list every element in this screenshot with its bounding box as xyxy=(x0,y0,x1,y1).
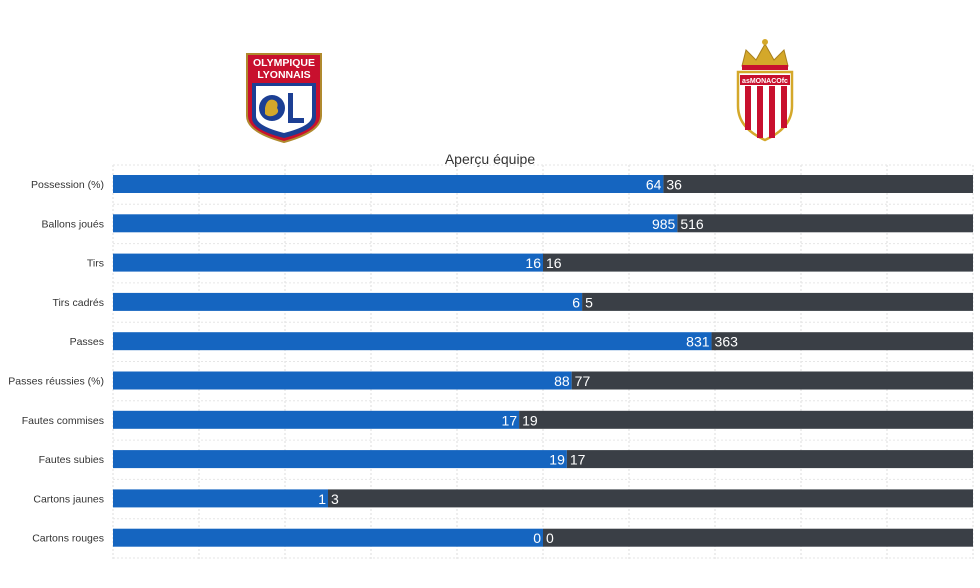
category-label: Cartons jaunes xyxy=(33,493,104,505)
bar-home xyxy=(113,528,543,547)
value-label-home: 17 xyxy=(502,412,518,428)
value-label-home: 16 xyxy=(525,255,541,271)
bar-away xyxy=(571,371,973,390)
bar-home xyxy=(113,214,678,233)
bar-home xyxy=(113,332,712,351)
bar-away xyxy=(677,214,973,233)
category-label: Fautes subies xyxy=(39,454,104,466)
value-label-away: 16 xyxy=(546,255,562,271)
as-monaco-logo: asMONACOfc xyxy=(736,39,794,142)
value-label-home: 88 xyxy=(554,373,570,389)
bar-home xyxy=(113,371,572,390)
value-label-home: 0 xyxy=(533,530,541,546)
value-label-home: 831 xyxy=(686,334,710,350)
value-label-home: 1 xyxy=(318,491,326,507)
value-label-home: 64 xyxy=(646,177,662,193)
bar-home xyxy=(113,253,543,272)
bar-away xyxy=(711,332,973,351)
value-label-away: 19 xyxy=(522,412,538,428)
value-label-home: 985 xyxy=(652,216,676,232)
category-label: Tirs cadrés xyxy=(52,297,104,309)
category-label: Fautes commises xyxy=(22,415,104,427)
bar-home xyxy=(113,489,328,508)
category-label: Passes xyxy=(70,336,104,348)
chart-title: Aperçu équipe xyxy=(444,151,536,167)
category-label: Tirs xyxy=(87,258,104,270)
bar-home xyxy=(113,292,583,311)
value-label-home: 19 xyxy=(549,452,565,468)
value-label-away: 36 xyxy=(666,177,682,193)
category-label: Passes réussies (%) xyxy=(8,376,104,388)
svg-text:OLYMPIQUE: OLYMPIQUE xyxy=(253,57,315,69)
bar-away xyxy=(543,253,973,272)
bar-home xyxy=(113,450,567,469)
value-label-away: 5 xyxy=(585,294,593,310)
value-label-away: 3 xyxy=(331,491,339,507)
value-label-away: 77 xyxy=(575,373,591,389)
bar-away xyxy=(582,292,973,311)
bar-away xyxy=(566,450,973,469)
svg-text:LYONNAIS: LYONNAIS xyxy=(257,69,310,81)
value-label-away: 516 xyxy=(680,216,704,232)
value-label-away: 0 xyxy=(546,530,554,546)
value-label-home: 6 xyxy=(572,294,580,310)
category-label: Ballons joués xyxy=(42,218,104,230)
bar-home xyxy=(113,175,664,193)
svg-text:asMONACOfc: asMONACOfc xyxy=(742,78,788,85)
olympique-lyonnais-logo: OLYMPIQUE LYONNAIS xyxy=(246,53,322,144)
category-label: Possession (%) xyxy=(31,179,104,191)
bar-away xyxy=(543,528,973,547)
bar-away xyxy=(519,410,973,429)
bar-home xyxy=(113,410,520,429)
bar-away xyxy=(328,489,973,508)
value-label-away: 363 xyxy=(715,334,739,350)
category-label: Cartons rouges xyxy=(32,533,104,545)
value-label-away: 17 xyxy=(570,452,586,468)
bar-away xyxy=(663,175,973,193)
